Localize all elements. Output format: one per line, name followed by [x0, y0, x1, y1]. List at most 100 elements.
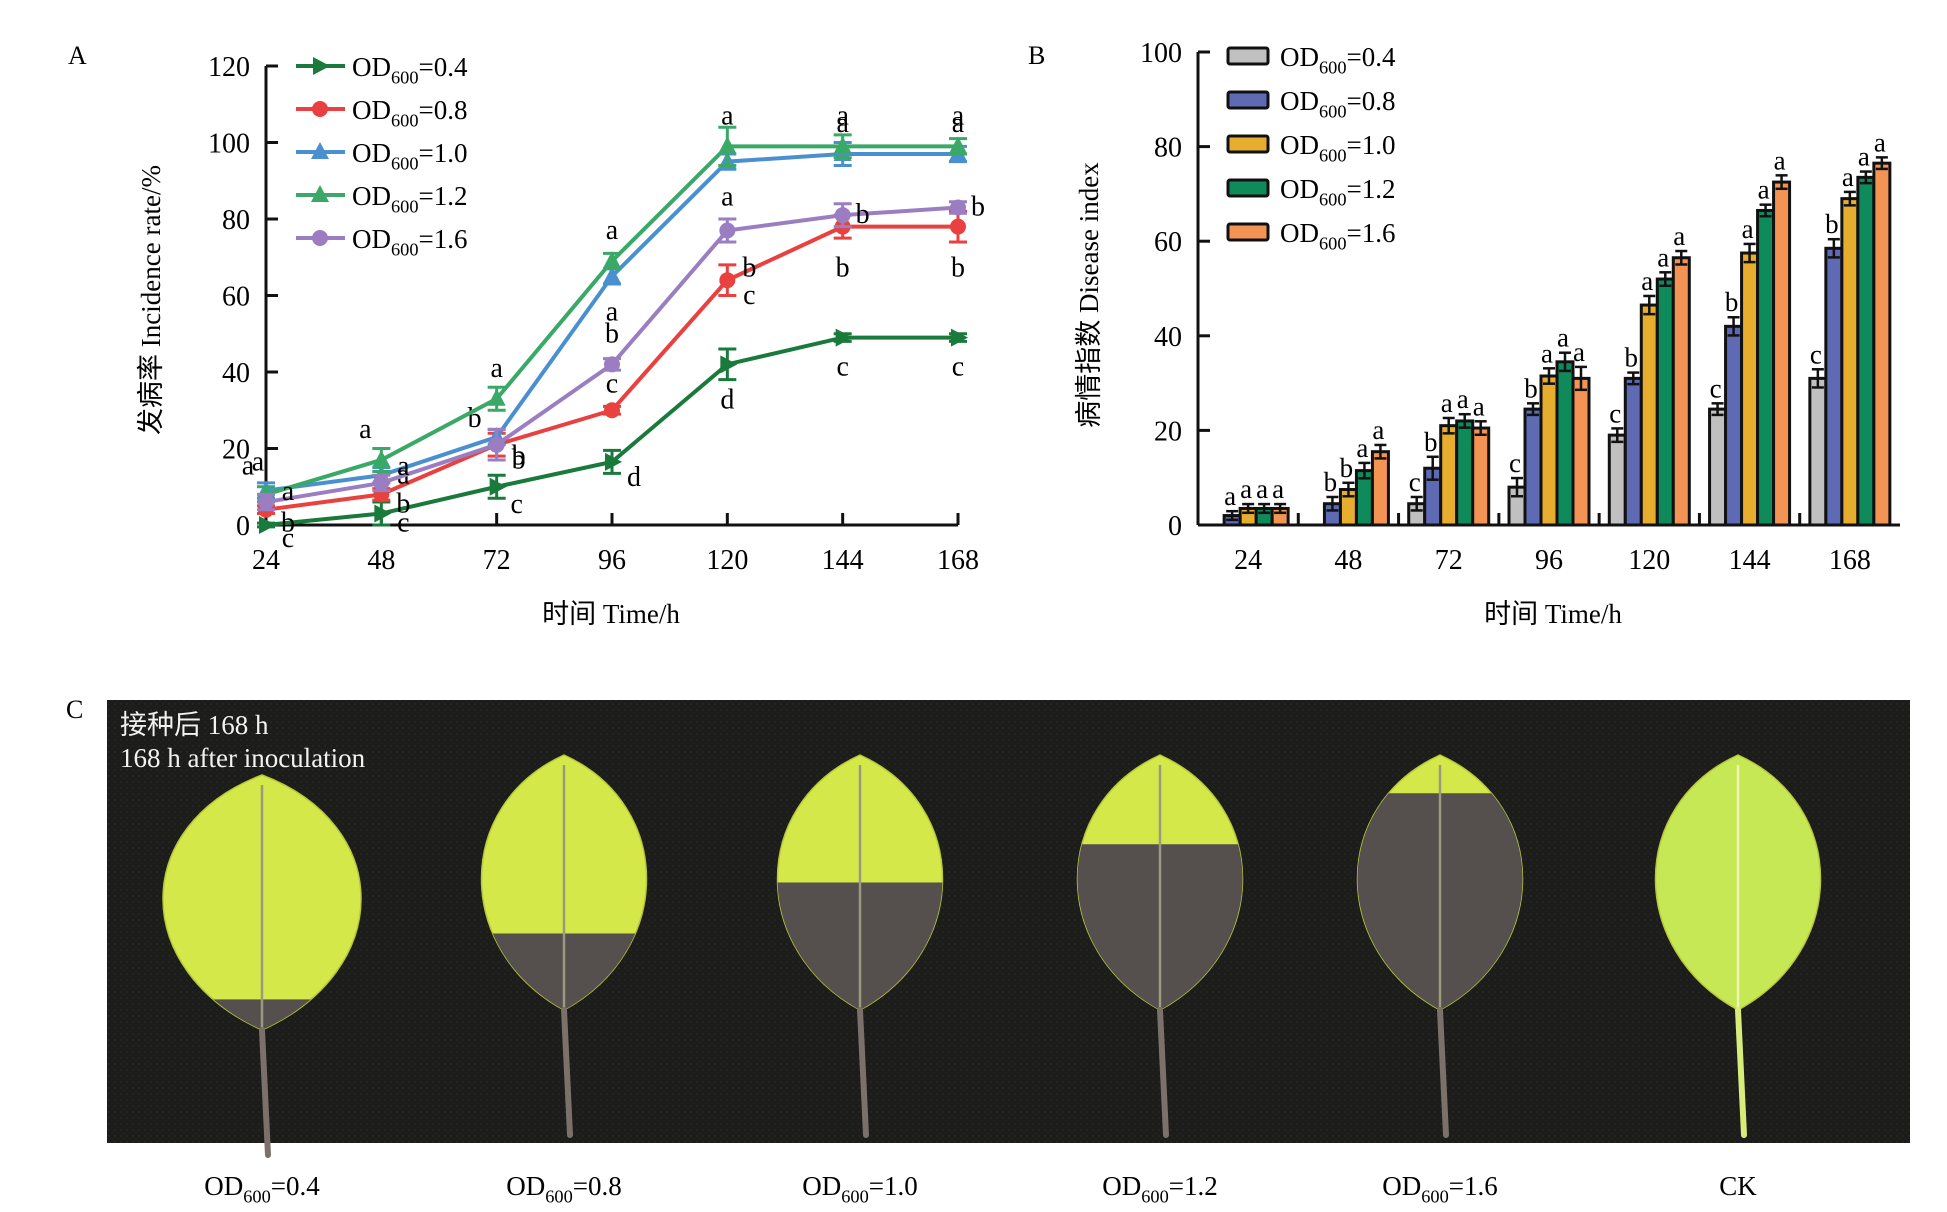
chart-b-bar — [1455, 419, 1475, 527]
chart-b-legend-label: OD600=1.0 — [1280, 130, 1396, 166]
chart-b-significance-letter: b — [1424, 427, 1438, 457]
chart-b-significance-letter: a — [1356, 433, 1368, 463]
chart-a-y-tick-label: 100 — [208, 129, 250, 160]
chart-a-legend-marker — [313, 57, 330, 75]
chart-a-legend-item: OD600=0.4 — [296, 52, 468, 88]
chart-b-bar — [1607, 433, 1627, 527]
chart-b-x-tick-label: 168 — [1829, 545, 1871, 576]
chart-a-data-point — [488, 436, 505, 453]
leaf-label: CK — [1719, 1171, 1757, 1201]
chart-b-bar-group-item: a — [1539, 338, 1559, 527]
chart-b-significance-letter: a — [1573, 337, 1585, 367]
chart-b-legend-label: OD600=1.2 — [1280, 174, 1396, 210]
panel-label-c: C — [66, 695, 83, 724]
chart-b-bar — [1555, 360, 1575, 527]
chart-b-bar-group-item: a — [1555, 323, 1575, 527]
photo-background — [107, 700, 1910, 1143]
chart-a-x-axis-title: 时间 Time/h — [542, 599, 680, 629]
chart-a-data-point — [605, 452, 622, 471]
leaf-petiole — [1437, 1007, 1449, 1138]
chart-b-bar-group-item: a — [1354, 433, 1374, 527]
chart-a-significance-letter: a — [721, 182, 734, 213]
chart-a-y-tick-label: 40 — [222, 358, 250, 389]
chart-b-significance-letter: b — [1625, 343, 1639, 373]
chart-b-bar — [1623, 376, 1643, 527]
chart-a-legend-label: OD600=1.6 — [352, 224, 468, 260]
chart-a-legend-item: OD600=1.0 — [296, 138, 468, 174]
chart-b-bar — [1639, 303, 1659, 527]
chart-b-bar-group-item: c — [1708, 373, 1728, 527]
chart-b-legend-swatch — [1226, 46, 1270, 66]
chart-b-significance-letter: a — [1372, 415, 1384, 445]
chart-a-significance-letter: a — [242, 450, 255, 481]
chart-a-data-point — [950, 199, 966, 216]
chart-b-legend-item: OD600=1.0 — [1226, 130, 1396, 166]
chart-a-significance-letter: a — [836, 108, 849, 139]
chart-a-data-point — [719, 272, 736, 289]
chart-b-legend-label: OD600=0.4 — [1280, 42, 1396, 78]
chart-a-data-point — [372, 449, 391, 467]
leaf-petiole — [1157, 1007, 1169, 1138]
chart-b-bar-group-item: a — [1671, 221, 1691, 527]
chart-b-significance-letter: b — [1524, 373, 1538, 403]
leaf-label: OD600=1.0 — [802, 1171, 918, 1207]
chart-a-data-point — [258, 494, 274, 511]
chart-b-bar-group-item: c — [1407, 467, 1427, 527]
chart-b-bar — [1708, 407, 1728, 527]
leaf-petiole — [259, 1027, 271, 1158]
leaf-CK — [1654, 754, 1822, 1138]
chart-a-data-point — [603, 251, 621, 269]
chart-a-data-point — [719, 222, 736, 239]
chart-a-significance-letter: a — [952, 100, 965, 131]
chart-a-axes: 0 20 40 60 80 100 120 24 48 72 96 120 144 168 — [208, 52, 979, 576]
chart-a-significance-letter: b — [836, 253, 850, 284]
chart-a-significance-letter: b — [605, 318, 619, 349]
chart-b-bar — [1872, 161, 1892, 527]
chart-b-legend-swatch — [1226, 222, 1270, 242]
chart-a-data-point — [834, 207, 851, 224]
chart-b-bar — [1756, 208, 1776, 527]
chart-b-significance-letter: a — [1224, 481, 1236, 511]
chart-b-legend-item: OD600=1.2 — [1226, 174, 1396, 210]
chart-b-bar — [1523, 407, 1543, 527]
chart-b-significance-letter: a — [1742, 214, 1754, 244]
chart-b-bar — [1724, 324, 1744, 527]
chart-a-significance-letter: c — [836, 352, 848, 383]
chart-a-y-tick-label: 80 — [222, 205, 250, 236]
chart-b-y-tick-label: 60 — [1154, 227, 1182, 258]
chart-b-bar — [1671, 256, 1691, 527]
chart-b-y-tick-label: 40 — [1154, 322, 1182, 353]
chart-a-significance-letter: b — [512, 441, 526, 472]
chart-b-y-tick-label: 0 — [1168, 511, 1182, 542]
leaf-photo-panel: 接种后 168 h 168 h after inoculation OD600=… — [107, 700, 1910, 1207]
chart-b-bar — [1772, 180, 1792, 527]
leaf-label: OD600=0.8 — [506, 1171, 622, 1207]
chart-a-y-tick-label: 60 — [222, 282, 250, 313]
chart-b-legend-swatch — [1226, 90, 1270, 110]
chart-b-legend-swatch — [1226, 178, 1270, 198]
chart-a-x-tick-label: 144 — [822, 545, 864, 576]
chart-a-legend-marker — [312, 101, 328, 117]
chart-b-significance-letter: c — [1509, 448, 1521, 478]
chart-b-significance-letter: c — [1409, 467, 1421, 497]
chart-a-y-tick-label: 20 — [222, 435, 250, 466]
chart-a-data-point — [951, 328, 968, 347]
chart-a-significance-letter: b — [742, 252, 756, 283]
chart-a-significance-letter: a — [490, 353, 503, 384]
chart-b-bar-group-item: a — [1655, 242, 1675, 527]
chart-b-x-axis-title: 时间 Time/h — [1484, 599, 1622, 629]
chart-a-x-tick-label: 24 — [252, 545, 280, 576]
leaf-label: OD600=1.2 — [1102, 1171, 1218, 1207]
chart-b-significance-letter: a — [1457, 384, 1469, 414]
chart-b-x-tick-label: 144 — [1729, 545, 1771, 576]
chart-a-significance-letter: a — [836, 100, 849, 131]
chart-a-legend: OD600=0.4 OD600=0.8 OD600=1.0 OD600=1.2 OD60… — [296, 52, 468, 260]
chart-b-y-axis-title: 病情指数 Disease index — [1074, 162, 1104, 428]
chart-a-significance-letter: c — [282, 523, 294, 554]
chart-b-bar-group-item: a — [1639, 266, 1659, 527]
chart-a-data-point — [374, 504, 392, 523]
chart-b-significance-letter: a — [1473, 391, 1485, 421]
chart-a-significance-letter: a — [606, 215, 619, 246]
